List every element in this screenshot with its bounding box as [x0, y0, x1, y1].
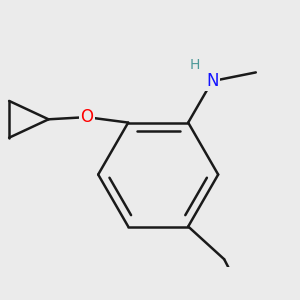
Text: O: O	[80, 108, 93, 126]
Text: N: N	[206, 72, 218, 90]
Text: H: H	[190, 58, 200, 72]
